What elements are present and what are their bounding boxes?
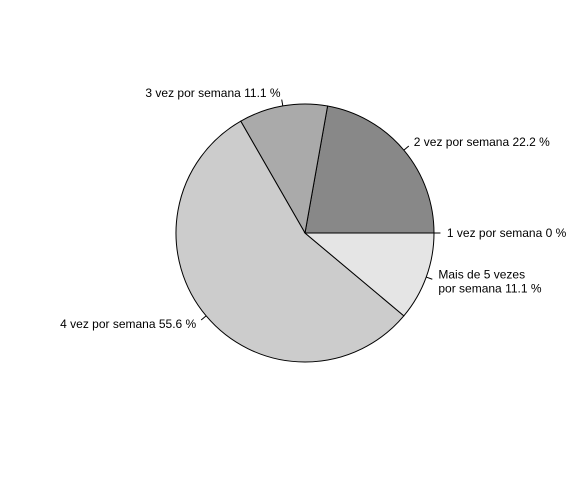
pie-slice-1 xyxy=(304,105,435,234)
pie-label-tick-3 xyxy=(200,315,207,321)
pie-label-tick-2 xyxy=(281,99,284,107)
pie-label-tick-1 xyxy=(403,145,410,151)
pie-slice-4 xyxy=(303,232,435,317)
pie-label-2: 3 vez por semana 11.1 % xyxy=(145,86,281,100)
pie-label-0: 1 vez por semana 0 % xyxy=(447,226,567,240)
pie-label-1: 2 vez por semana 22.2 % xyxy=(414,135,550,149)
pie-slice-3 xyxy=(175,120,405,363)
pie-label-3: 4 vez por semana 55.6 % xyxy=(60,317,196,331)
pie-label-4: Mais de 5 vezes por semana 11.1 % xyxy=(438,267,542,295)
pie-slice-2 xyxy=(240,103,329,235)
pie-label-tick-4 xyxy=(426,276,433,280)
